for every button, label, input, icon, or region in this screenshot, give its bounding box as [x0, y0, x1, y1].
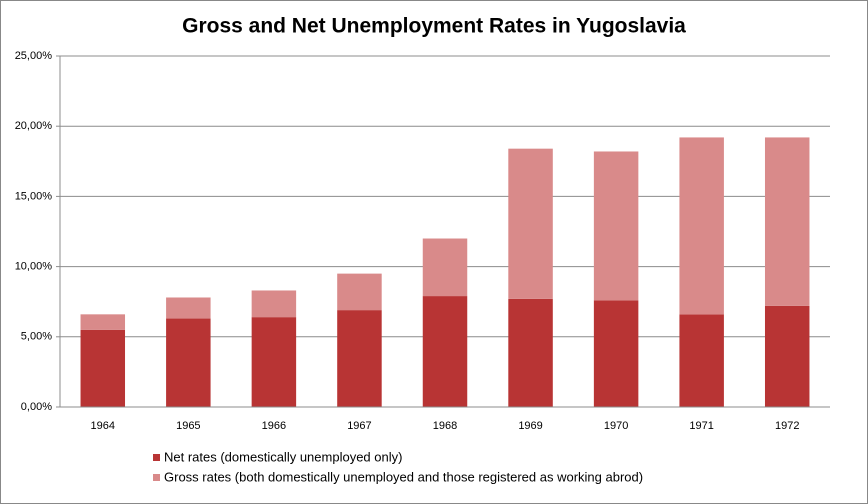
x-tick-label: 1968: [433, 420, 457, 432]
bar-segment: [508, 148, 553, 299]
bar-segment: [679, 314, 724, 407]
bar-segment: [80, 329, 126, 407]
y-tick-label: 10,00%: [15, 261, 53, 273]
bar-segment: [166, 297, 211, 319]
x-tick-label: 1970: [604, 420, 628, 432]
legend-swatch: [153, 474, 160, 481]
x-tick-label: 1969: [518, 420, 542, 432]
x-tick-label: 1965: [176, 420, 200, 432]
legend-label: Gross rates (both domestically unemploye…: [164, 469, 643, 484]
bar-segment: [593, 151, 639, 301]
bar-segment: [337, 310, 382, 407]
bar-segment: [80, 314, 126, 330]
chart-title: Gross and Net Unemployment Rates in Yugo…: [182, 15, 686, 38]
x-tick-label: 1971: [689, 420, 713, 432]
bar-segment: [593, 300, 639, 407]
bar-segment: [337, 273, 382, 311]
legend-swatch: [153, 454, 160, 461]
y-tick-label: 20,00%: [15, 120, 53, 132]
bar-segment: [508, 298, 553, 407]
x-tick-label: 1972: [775, 420, 799, 432]
bar-segment: [251, 290, 297, 318]
y-tick-label: 25,00%: [15, 50, 53, 62]
bar-segment: [166, 318, 211, 407]
y-tick-label: 5,00%: [21, 331, 52, 343]
bar-segment: [679, 137, 724, 315]
y-tick-label: 15,00%: [15, 190, 53, 202]
bar-segment: [422, 296, 468, 407]
x-tick-label: 1966: [262, 420, 286, 432]
y-tick-label: 0,00%: [21, 401, 52, 413]
x-tick-label: 1964: [91, 420, 115, 432]
bar-segment: [251, 317, 297, 407]
bar-segment: [764, 137, 810, 306]
legend-label: Net rates (domestically unemployed only): [164, 449, 402, 464]
bar-segment: [422, 238, 468, 297]
bar-segment: [764, 305, 810, 407]
x-tick-label: 1967: [347, 420, 371, 432]
